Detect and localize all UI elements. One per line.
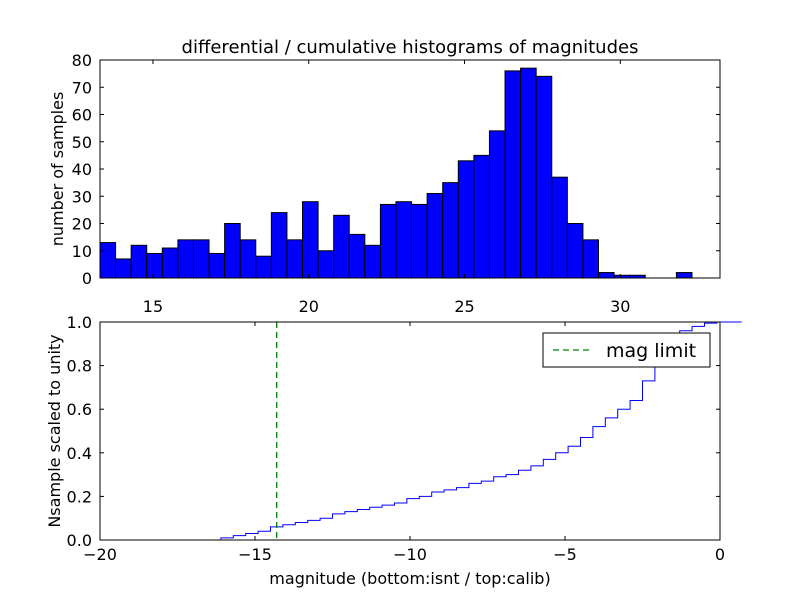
y-tick-label: 1.0 (67, 313, 92, 332)
bottom-x-axis-label: magnitude (bottom:isnt / top:calib) (269, 569, 550, 588)
cumulative-histogram-panel: −20 −15 −10 −5 0 0.0 0.2 0.4 0.6 0.8 1.0 magnitude… (45, 313, 742, 588)
x-tick-label: 20 (299, 297, 319, 316)
legend-label-mag-limit: mag limit (606, 340, 696, 362)
legend: mag limit (542, 332, 711, 368)
x-tick-label: −10 (393, 545, 427, 564)
differential-histogram-panel: differential / cumulative histograms of … (48, 37, 721, 316)
histogram-bar (442, 182, 459, 279)
histogram-bar (302, 201, 319, 279)
histogram-bar (115, 258, 132, 279)
x-tick-label: −15 (238, 545, 272, 564)
bottom-plot-frame (99, 321, 721, 541)
top-plot-frame (99, 59, 721, 279)
y-tick-label: 60 (72, 106, 92, 125)
histogram-bar (426, 193, 444, 279)
histogram-bar (488, 130, 506, 279)
top-y-axis-label: number of samples (48, 92, 67, 247)
histogram-bar (333, 214, 350, 279)
x-tick-label: 15 (143, 297, 163, 316)
y-tick-label: 0.0 (67, 531, 92, 550)
y-tick-label: 10 (72, 242, 92, 261)
histogram-bar (395, 201, 413, 279)
histogram-bar (535, 75, 553, 279)
histogram-bar (597, 272, 615, 279)
x-tick-label: −20 (83, 545, 117, 564)
histogram-bar (566, 223, 584, 279)
histogram-bar (520, 67, 537, 279)
histogram-bar (224, 223, 241, 279)
histogram-bar (675, 272, 693, 279)
histogram-bar (208, 252, 226, 279)
histogram-bar (457, 160, 475, 279)
histogram-bar (161, 247, 179, 279)
y-tick-label: 20 (72, 215, 92, 234)
histogram-bar (270, 212, 288, 279)
y-tick-label: 0 (82, 269, 92, 288)
histogram-bar (317, 250, 335, 279)
y-tick-label: 0.4 (67, 444, 92, 463)
histogram-bar (146, 252, 163, 279)
bottom-y-axis-label: Nsample scaled to unity (45, 334, 64, 527)
histogram-bar (504, 70, 522, 279)
histogram-bar (177, 239, 194, 279)
x-tick-label: 30 (610, 297, 630, 316)
x-tick-label: 25 (454, 297, 474, 316)
histogram-bar (473, 154, 490, 279)
histogram-bar (582, 239, 599, 279)
y-tick-label: 0.8 (67, 357, 92, 376)
y-tick-label: 80 (72, 51, 92, 70)
histogram-bar (130, 244, 148, 279)
histogram-bars (99, 67, 693, 279)
histogram-bar (348, 233, 366, 279)
histogram-bar (99, 242, 117, 279)
histogram-bar (411, 203, 428, 279)
y-tick-label: 70 (72, 78, 92, 97)
bottom-axis-ticks: −20 −15 −10 −5 0 0.0 0.2 0.4 0.6 0.8 1.0 (67, 313, 726, 564)
y-tick-label: 40 (72, 160, 92, 179)
x-tick-label: 0 (715, 545, 725, 564)
histogram-bar (551, 176, 568, 279)
histogram-bar (239, 239, 257, 279)
chart-title: differential / cumulative histograms of … (182, 37, 639, 58)
cumulative-step-line (100, 321, 742, 541)
legend-box (542, 332, 711, 368)
y-tick-label: 0.2 (67, 487, 92, 506)
x-tick-label: −5 (553, 545, 577, 564)
y-tick-label: 50 (72, 133, 92, 152)
histogram-bar (255, 255, 272, 279)
histogram-bar (286, 239, 304, 279)
y-tick-label: 30 (72, 187, 92, 206)
histogram-bar (379, 203, 397, 279)
histogram-bar (192, 239, 210, 279)
y-tick-label: 0.6 (67, 400, 92, 419)
histogram-bar (364, 244, 381, 279)
